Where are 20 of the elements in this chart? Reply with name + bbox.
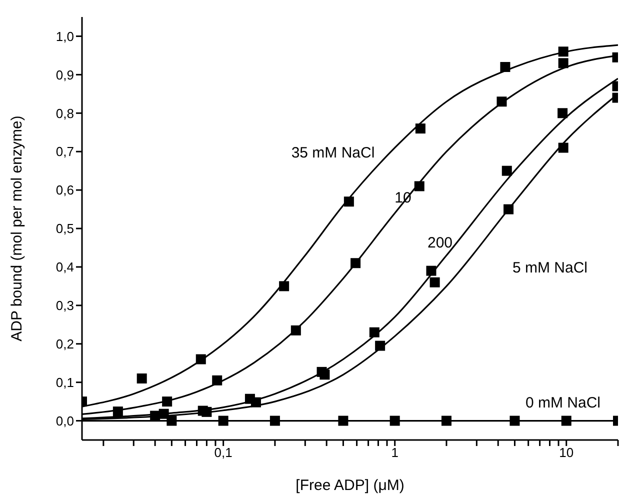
annotation: 35 mM NaCl xyxy=(291,144,375,162)
y-tick-label: 0,2 xyxy=(56,336,74,352)
y-tick-label: 0,3 xyxy=(56,298,74,314)
x-axis-title: [Free ADP] (μM) xyxy=(296,477,404,494)
x-tick-label: 0,1 xyxy=(214,445,232,460)
y-tick-label: 0,1 xyxy=(56,374,74,390)
y-tick-label: 0,0 xyxy=(56,413,74,428)
annotation: 0 mM NaCl xyxy=(525,394,601,412)
y-tick-label: 0,9 xyxy=(56,67,74,82)
y-tick-label: 0,4 xyxy=(56,260,74,275)
y-tick-label: 1,0 xyxy=(56,28,74,44)
y-tick-label: 0,6 xyxy=(56,182,74,198)
x-tick-label: 10 xyxy=(559,445,574,460)
y-tick-label: 0,8 xyxy=(56,106,74,121)
y-tick-label: 0,7 xyxy=(56,144,74,160)
y-axis-title: ADP bound (mol per mol enzyme) xyxy=(8,116,26,342)
annotation: 200 xyxy=(427,234,453,252)
x-tick-label: 1 xyxy=(391,445,398,460)
y-tick-label: 0,5 xyxy=(56,221,74,236)
annotation: 5 mM NaCl xyxy=(512,260,588,276)
